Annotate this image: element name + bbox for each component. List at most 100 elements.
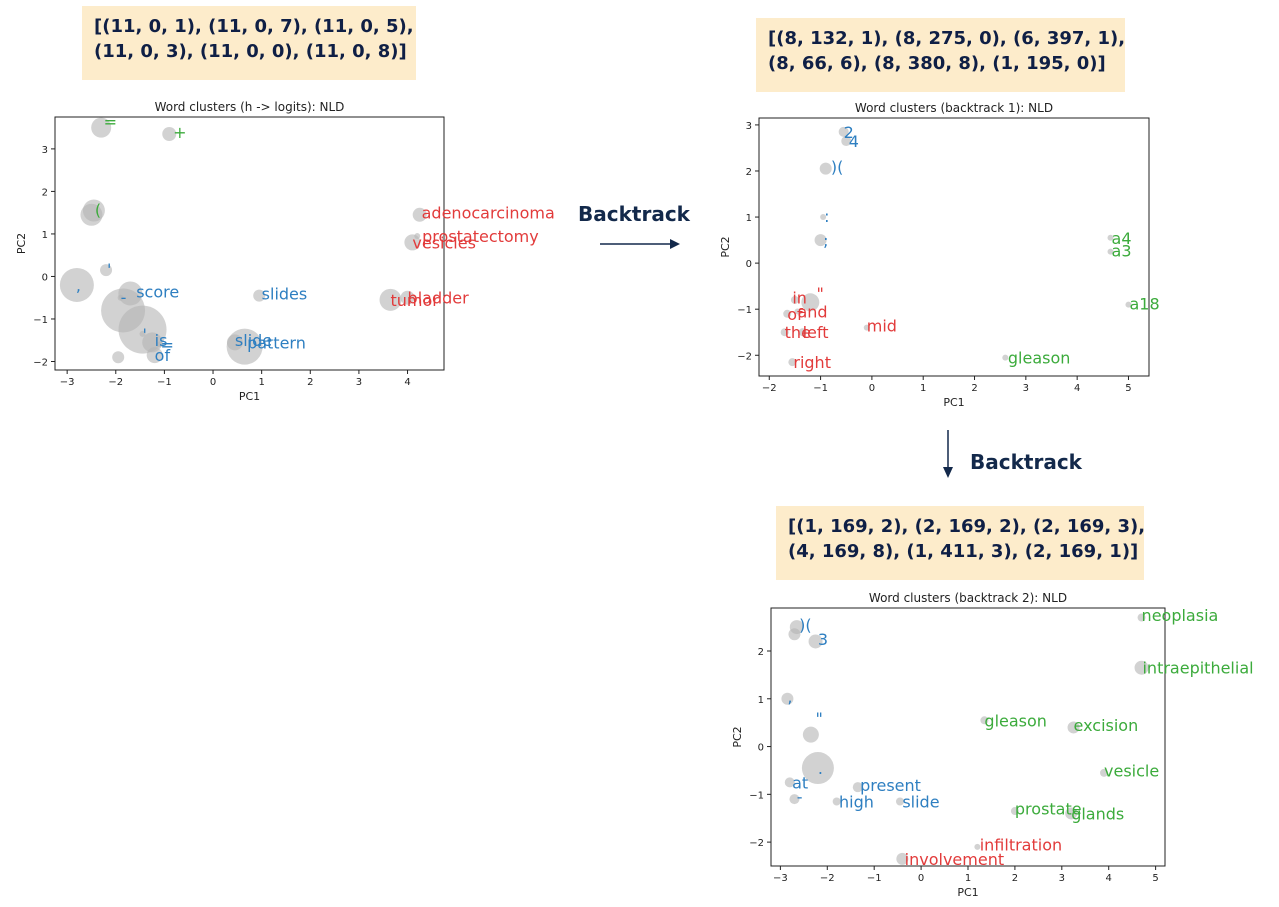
y-tick-label: 2 <box>746 167 752 178</box>
point-bubble <box>1002 354 1009 361</box>
point-bubble <box>1010 807 1019 816</box>
x-tick-label: 1 <box>258 377 264 388</box>
point-label: intraepithelial <box>1142 659 1253 678</box>
point-label: neoplasia <box>1142 606 1219 625</box>
point-bubble <box>783 309 792 318</box>
point-bubble <box>788 358 797 367</box>
y-tick-label: 1 <box>746 213 752 224</box>
point-label: pattern <box>247 333 306 352</box>
point-label: a18 <box>1130 295 1160 314</box>
chart-title: Word clusters (backtrack 2): NLD <box>869 591 1067 605</box>
point-label: : <box>824 207 829 226</box>
point-bubble <box>794 308 801 315</box>
point-label: = <box>161 335 174 354</box>
point-label: 3 <box>818 630 828 649</box>
y-tick-label: 3 <box>746 121 752 132</box>
x-tick-label: 2 <box>1012 873 1018 884</box>
x-tick-label: 0 <box>210 377 216 388</box>
point-bubble <box>1107 248 1114 255</box>
point-label: ( <box>95 201 101 220</box>
x-tick-label: 5 <box>1152 873 1158 884</box>
scatter-chart-1: Word clusters (h -> logits): NLD = + (', sco… <box>15 100 555 403</box>
x-tick-label: −1 <box>867 873 882 884</box>
x-axis-label: PC1 <box>943 396 964 409</box>
y-tick-label: 2 <box>42 187 48 198</box>
point-bubble <box>838 126 849 137</box>
point-label: at <box>792 773 808 792</box>
point-bubble <box>100 264 113 277</box>
y-tick-label: 1 <box>42 230 48 241</box>
y-tick-label: −1 <box>737 305 752 316</box>
point-bubble <box>59 267 94 302</box>
y-tick-label: 3 <box>42 145 48 156</box>
point-label: = <box>104 112 117 131</box>
y-tick-label: −2 <box>33 357 48 368</box>
x-tick-label: 2 <box>307 377 313 388</box>
plot-frame <box>758 117 1150 377</box>
point-bubble <box>895 797 904 806</box>
x-tick-label: 3 <box>356 377 362 388</box>
x-tick-label: 3 <box>1023 383 1029 394</box>
point-bubble <box>112 351 125 364</box>
chart-title: Word clusters (h -> logits): NLD <box>155 100 345 114</box>
point-bubble <box>146 347 163 364</box>
point-bubble <box>1065 807 1078 820</box>
x-tick-label: 1 <box>920 383 926 394</box>
point-bubble <box>1100 768 1109 777</box>
x-tick-label: 4 <box>404 377 410 388</box>
point-bubble <box>400 290 415 305</box>
x-axis-label: PC1 <box>239 390 260 403</box>
y-axis-label: PC2 <box>719 236 732 257</box>
point-bubble <box>781 692 794 705</box>
point-bubble <box>820 214 827 221</box>
tuple-line-2: (4, 169, 8), (1, 411, 3), (2, 169, 1)] <box>788 541 1139 562</box>
point-bubble <box>1134 660 1149 675</box>
tuple-box-top-right: [(8, 132, 1), (8, 275, 0), (6, 397, 1), … <box>756 18 1125 92</box>
x-tick-label: 3 <box>1059 873 1065 884</box>
y-tick-label: −1 <box>33 315 48 326</box>
point-label: glands <box>1071 804 1124 823</box>
point-bubble <box>117 294 124 301</box>
point-label: bladder <box>408 289 470 308</box>
point-bubble <box>142 332 163 353</box>
point-label: involvement <box>905 850 1004 869</box>
point-label: ; <box>823 231 828 250</box>
point-label: tumor <box>391 291 440 310</box>
x-axis-label: PC1 <box>957 886 978 899</box>
y-tick-label: −2 <box>737 351 752 362</box>
plot-frame <box>54 116 445 371</box>
x-tick-label: −1 <box>157 377 172 388</box>
point-bubble <box>974 843 981 850</box>
y-tick-label: 1 <box>758 695 764 706</box>
point-label: 4 <box>849 132 859 151</box>
point-label: a3 <box>1112 242 1132 261</box>
point-label: in <box>792 289 807 308</box>
point-label: left <box>803 323 829 342</box>
point-label: right <box>793 353 831 372</box>
point-label: )( <box>799 616 811 635</box>
y-tick-label: 0 <box>42 272 48 283</box>
point-label: gleason <box>1008 349 1071 368</box>
x-tick-label: −2 <box>820 873 835 884</box>
point-label: the <box>785 323 811 342</box>
x-tick-label: −3 <box>773 873 788 884</box>
point-bubble <box>1107 234 1114 241</box>
point-bubble <box>162 127 177 142</box>
point-bubble <box>832 797 841 806</box>
point-label: + <box>173 123 186 142</box>
x-tick-label: 4 <box>1074 383 1080 394</box>
x-tick-label: 5 <box>1125 383 1131 394</box>
point-label: prostatectomy <box>422 227 539 246</box>
point-label: mid <box>867 316 897 335</box>
backtrack-label-right: Backtrack <box>578 202 690 226</box>
point-label: slide <box>902 793 939 812</box>
point-label: " <box>816 709 823 728</box>
scatter-chart-2: Word clusters (backtrack 1): NLD24)(:;in… <box>719 101 1160 409</box>
x-tick-label: −1 <box>813 383 828 394</box>
point-label: ' <box>107 260 111 279</box>
y-tick-label: −2 <box>749 838 764 849</box>
point-bubble <box>852 782 863 793</box>
point-bubble <box>802 726 819 743</box>
point-bubble <box>896 852 909 865</box>
tuple-line-1: [(8, 132, 1), (8, 275, 0), (6, 397, 1), <box>768 28 1126 49</box>
